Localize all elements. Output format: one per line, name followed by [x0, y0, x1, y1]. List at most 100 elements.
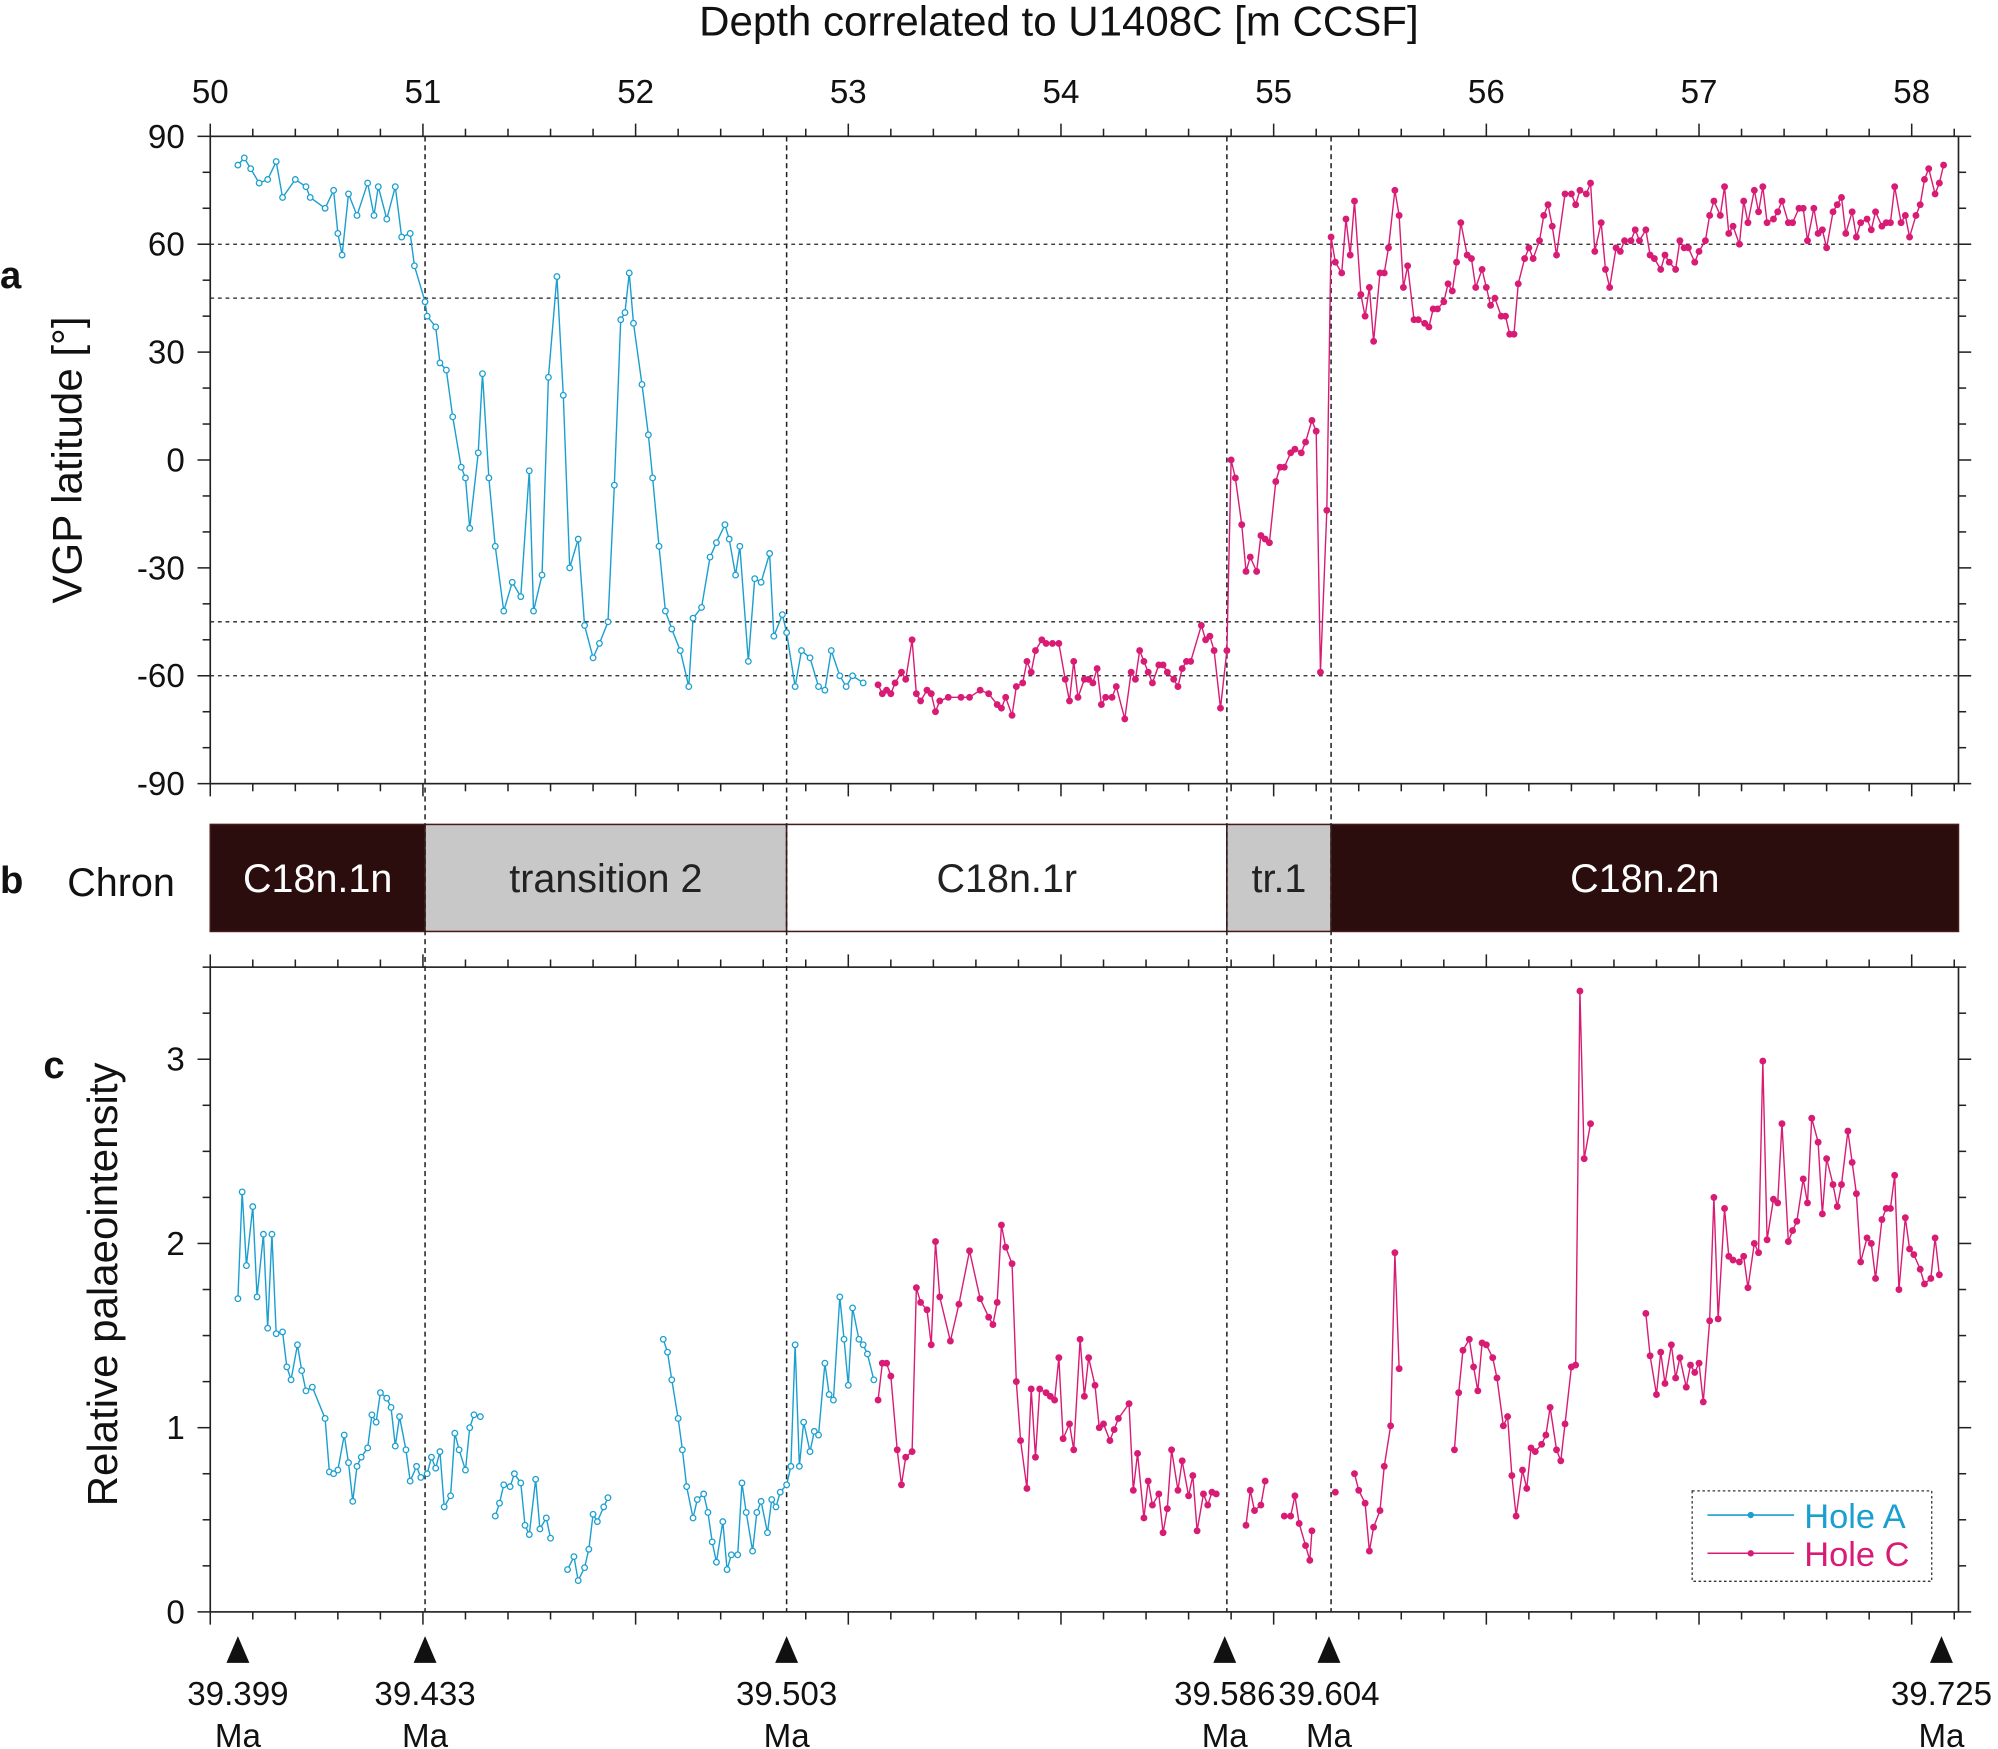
vgp-point-hole-c [1066, 697, 1073, 705]
rpi-point-hole-c [1852, 1190, 1860, 1198]
rpi-point-hole-a [547, 1534, 554, 1542]
vgp-point-hole-a [302, 183, 310, 191]
rpi-point-hole-c [976, 1295, 984, 1303]
vgp-point-hole-c [1759, 183, 1767, 191]
age-marker-unit: Ma [1306, 1718, 1353, 1749]
rpi-point-hole-a [287, 1376, 295, 1384]
vgp-point-hole-c [1187, 657, 1195, 665]
vgp-point-hole-c [1616, 247, 1624, 255]
rpi-point-hole-c [1474, 1387, 1482, 1395]
vgp-point-hole-c [1019, 679, 1027, 687]
rpi-point-hole-c [1931, 1234, 1939, 1242]
vgp-point-hole-c [1691, 258, 1699, 266]
rpi-point-hole-c [1295, 1520, 1303, 1527]
vgp-point-hole-c [1433, 305, 1441, 313]
rpi-point-hole-c [1066, 1420, 1073, 1428]
vgp-point-hole-c [1457, 219, 1465, 227]
vgp-point-hole-c [1331, 258, 1339, 266]
vgp-point-hole-a [842, 683, 850, 690]
vgp-point-hole-a [625, 269, 633, 277]
rpi-point-hole-c [1895, 1286, 1903, 1293]
rpi-point-hole-a [396, 1413, 403, 1421]
vgp-y-tick-label: -60 [137, 658, 185, 695]
vgp-point-hole-c [1414, 316, 1422, 324]
vgp-point-hole-a [751, 575, 759, 583]
rpi-point-hole-c [1091, 1381, 1099, 1389]
vgp-point-hole-a [757, 578, 765, 586]
vgp-point-hole-a [644, 431, 652, 439]
vgp-point-hole-c [1487, 301, 1495, 309]
chron-label: Chron [67, 861, 175, 905]
vgp-point-hole-c [1521, 255, 1529, 263]
vgp-point-hole-c [1351, 197, 1358, 205]
panel-letter-c: c [43, 1044, 64, 1087]
vgp-point-hole-a [353, 212, 361, 219]
vgp-point-hole-c [1536, 237, 1543, 245]
vgp-point-hole-c [1478, 265, 1486, 273]
vgp-point-hole-c [1721, 183, 1728, 191]
vgp-point-hole-c [1706, 212, 1714, 219]
vgp-point-hole-c [1872, 208, 1879, 216]
rpi-point-hole-c [1921, 1280, 1928, 1288]
vgp-point-hole-c [908, 636, 916, 644]
rpi-point-hole-c [1365, 1547, 1373, 1555]
vgp-point-hole-c [1602, 265, 1609, 273]
rpi-point-hole-c [1814, 1138, 1822, 1146]
vgp-point-hole-c [1642, 226, 1650, 234]
rpi-point-hole-c [1280, 1512, 1288, 1520]
vgp-point-hole-c [957, 693, 965, 701]
age-marker-triangle-icon [1317, 1636, 1341, 1663]
rpi-point-hole-c [1553, 1446, 1560, 1454]
rpi-point-hole-a [589, 1510, 597, 1518]
vgp-point-hole-c [1136, 647, 1144, 655]
rpi-y-tick-label: 3 [166, 1042, 184, 1079]
vgp-point-hole-c [1108, 693, 1116, 701]
rpi-point-hole-c [1070, 1446, 1078, 1454]
rpi-point-hole-c [1687, 1361, 1694, 1369]
vgp-point-hole-a [676, 647, 684, 655]
rpi-point-hole-a [340, 1431, 348, 1439]
rpi-point-hole-a [345, 1459, 352, 1467]
vgp-point-hole-c [1178, 665, 1186, 673]
age-marker-value: 39.399 [187, 1676, 288, 1713]
rpi-point-hole-c [1799, 1175, 1807, 1183]
rpi-point-hole-c [1542, 1431, 1550, 1439]
age-marker-unit: Ma [402, 1718, 449, 1749]
vgp-point-hole-a [630, 319, 637, 327]
vgp-point-hole-c [1886, 219, 1894, 227]
vgp-point-hole-c [1621, 237, 1629, 245]
vgp-point-hole-c [1587, 179, 1594, 187]
vgp-point-hole-c [1440, 298, 1448, 306]
rpi-point-hole-c [1710, 1193, 1718, 1201]
vgp-point-hole-a [806, 654, 814, 662]
age-marker-value: 39.604 [1278, 1676, 1379, 1713]
vgp-point-hole-c [1448, 287, 1456, 295]
vgp-y-tick-label: -90 [137, 766, 185, 803]
vgp-point-hole-c [1131, 675, 1139, 683]
vgp-line-hole-a [237, 156, 864, 692]
rpi-point-hole-a [542, 1514, 550, 1522]
vgp-point-hole-a [827, 647, 835, 655]
vgp-point-hole-c [1144, 668, 1152, 676]
vgp-point-hole-a [370, 212, 378, 219]
rpi-point-hole-c [1867, 1240, 1875, 1247]
vgp-point-hole-c [1925, 165, 1933, 173]
rpi-point-hole-a [753, 1508, 761, 1516]
rpi-point-hole-c [902, 1453, 910, 1461]
rpi-point-hole-c [985, 1313, 993, 1321]
rpi-point-hole-c [1027, 1385, 1035, 1393]
vgp-point-hole-a [798, 647, 805, 655]
vgp-point-hole-a [544, 373, 552, 381]
vgp-point-hole-c [1591, 247, 1599, 255]
rpi-point-hole-a [859, 1341, 867, 1349]
rpi-point-hole-c [1804, 1199, 1811, 1207]
rpi-point-hole-a [776, 1488, 784, 1496]
rpi-point-hole-a [870, 1376, 878, 1384]
age-marker-value: 39.725 [1891, 1676, 1992, 1713]
vgp-point-hole-c [1912, 212, 1920, 219]
vgp-point-hole-c [1302, 438, 1310, 446]
rpi-point-hole-c [1642, 1310, 1650, 1317]
vgp-point-hole-c [1636, 237, 1643, 245]
rpi-point-hole-a [749, 1547, 757, 1555]
vgp-point-hole-a [783, 629, 791, 637]
